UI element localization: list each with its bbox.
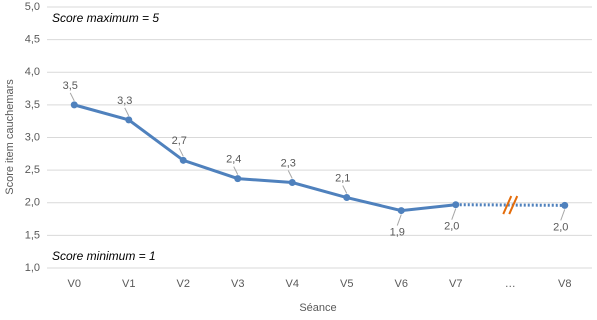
- x-tick-label: V0: [68, 278, 81, 290]
- label-leader: [178, 148, 184, 157]
- x-tick-label: V8: [558, 278, 571, 290]
- label-leader: [233, 166, 239, 175]
- x-tick-label: V3: [231, 278, 244, 290]
- x-tick-label: V4: [286, 278, 299, 290]
- data-label: 3,3: [117, 95, 132, 107]
- gap-connector: [455, 203, 565, 207]
- data-line: [73, 103, 456, 213]
- y-tick-label: 2,0: [25, 197, 40, 209]
- y-axis-title: Score item cauchemars: [4, 79, 16, 195]
- annotation: Score minimum = 1: [52, 249, 156, 263]
- data-label: 1,9: [390, 226, 405, 238]
- y-tick-label: 5,0: [25, 1, 40, 13]
- x-tick-label: V6: [395, 278, 408, 290]
- label-leader: [287, 170, 293, 179]
- x-tick-label: …: [505, 278, 516, 290]
- data-point: [234, 175, 242, 183]
- data-point: [343, 194, 351, 202]
- label-leader: [69, 92, 75, 102]
- x-axis-title: Séance: [299, 302, 336, 314]
- label-leader: [396, 214, 402, 226]
- y-tick-label: 3,5: [25, 99, 40, 111]
- label-leader: [560, 209, 566, 221]
- x-tick-label: V7: [449, 278, 462, 290]
- y-tick-label: 3,0: [25, 131, 40, 143]
- data-label: 2,4: [226, 154, 241, 166]
- data-point: [179, 156, 187, 164]
- data-label: 2,3: [281, 157, 296, 169]
- y-tick-label: 1,0: [25, 262, 40, 274]
- data-label: 2,7: [172, 135, 187, 147]
- label-leader: [451, 208, 457, 220]
- data-label: 3,5: [63, 80, 78, 92]
- data-point: [125, 116, 133, 124]
- x-tick-label: V5: [340, 278, 353, 290]
- data-point: [397, 207, 405, 215]
- y-tick-label: 2,5: [25, 164, 40, 176]
- x-tick-label: V1: [122, 278, 135, 290]
- y-tick-label: 1,5: [25, 229, 40, 241]
- label-leader: [124, 107, 130, 117]
- x-tick-label: V2: [177, 278, 190, 290]
- data-point: [70, 101, 78, 109]
- data-point: [561, 201, 569, 209]
- y-tick-label: 4,5: [25, 34, 40, 46]
- data-point: [288, 179, 296, 187]
- label-leader: [342, 185, 348, 194]
- break-mark: [502, 195, 513, 215]
- data-point: [452, 201, 460, 209]
- data-label: 2,0: [444, 221, 459, 233]
- annotation: Score maximum = 5: [52, 11, 159, 25]
- data-label: 2,0: [553, 221, 568, 233]
- data-label: 2,1: [335, 172, 350, 184]
- y-tick-label: 4,0: [25, 66, 40, 78]
- break-mark: [508, 195, 519, 215]
